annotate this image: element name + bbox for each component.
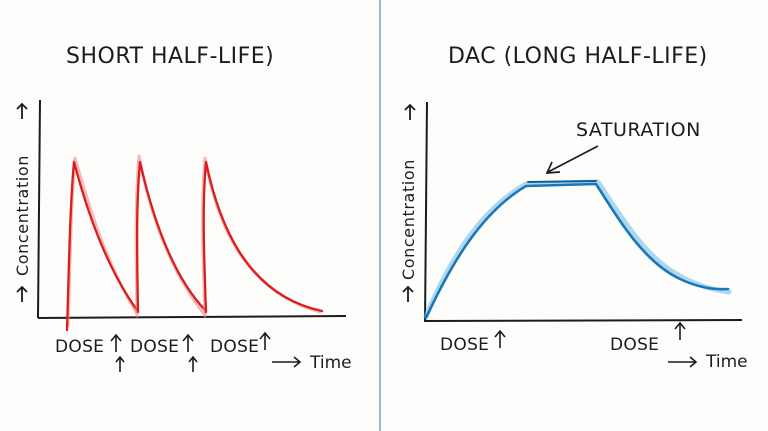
right-x-axis-label: Time xyxy=(705,352,748,372)
right-y-axis-label: Concentration xyxy=(399,159,418,280)
left-peak-3 xyxy=(202,160,324,314)
right-dose-label-2: DOSE xyxy=(610,335,659,355)
right-concentration-curve xyxy=(423,179,732,320)
left-y-label-arrow-icon xyxy=(16,285,28,302)
dac-graph: DAC (LONG HALF-LIFE) Concentration SATUR… xyxy=(399,44,748,372)
left-concentration-curve xyxy=(65,154,324,332)
right-dose-2-arrow-icon xyxy=(674,321,686,340)
short-half-life-graph: SHORT HALF-LIFE) Concentration DO xyxy=(13,44,352,373)
left-dose-1-arrow-icon xyxy=(110,333,122,352)
left-peak-1-sketch xyxy=(66,156,138,328)
dac-panel: DAC (LONG HALF-LIFE) Concentration SATUR… xyxy=(380,0,768,431)
right-dose-label-1: DOSE xyxy=(440,335,489,355)
right-y-axis-label-group: Concentration xyxy=(399,103,418,302)
right-curve xyxy=(424,182,730,320)
left-dose-label-1: DOSE xyxy=(55,337,104,357)
left-x-axis-label: Time xyxy=(309,353,352,373)
left-dose-1-lower-arrow-icon xyxy=(115,355,125,372)
saturation-plateau xyxy=(527,180,597,183)
right-time-arrow-icon xyxy=(668,356,698,368)
left-dose-2-arrow-icon xyxy=(182,333,194,352)
right-panel-title: DAC (LONG HALF-LIFE) xyxy=(448,44,708,69)
right-y-top-arrow-icon xyxy=(404,103,416,120)
saturation-pointer-arrow-icon xyxy=(545,145,599,174)
left-dose-3-arrow-icon xyxy=(259,331,271,350)
left-peak-2 xyxy=(135,160,207,314)
short-half-life-panel: SHORT HALF-LIFE) Concentration DO xyxy=(0,0,379,431)
left-peak-2-sketch xyxy=(134,154,206,318)
left-panel-title: SHORT HALF-LIFE) xyxy=(66,44,274,69)
left-dose-label-2: DOSE xyxy=(130,337,179,357)
saturation-annotation: SATURATION xyxy=(576,119,701,141)
right-dose-1-arrow-icon xyxy=(494,329,506,348)
panel-divider xyxy=(379,0,381,431)
left-y-axis xyxy=(37,99,41,319)
right-curve-sketch xyxy=(423,179,732,319)
left-y-axis-label: Concentration xyxy=(13,155,32,276)
right-y-axis xyxy=(424,101,428,323)
right-y-label-arrow-icon xyxy=(402,285,414,302)
left-time-arrow-icon xyxy=(272,356,302,368)
left-peak-1 xyxy=(65,160,139,332)
right-x-axis xyxy=(424,319,743,322)
left-y-axis-label-group: Concentration xyxy=(13,102,32,302)
left-dose-2-lower-arrow-icon xyxy=(188,355,198,372)
left-x-axis xyxy=(37,315,347,319)
left-peak-3-sketch xyxy=(201,156,322,318)
left-dose-label-3: DOSE xyxy=(210,337,259,357)
left-y-top-arrow-icon xyxy=(16,102,28,119)
